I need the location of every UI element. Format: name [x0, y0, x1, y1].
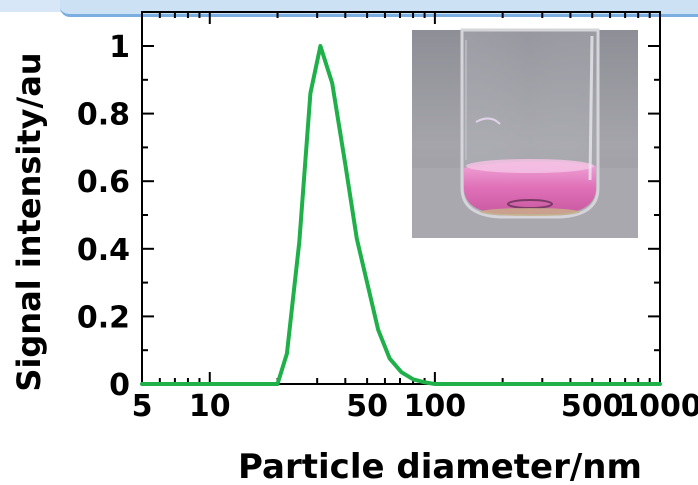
series-line — [140, 44, 662, 386]
vial-base-reflection — [480, 208, 580, 216]
x-tick-label: 100 — [404, 389, 467, 424]
x-axis-label: Particle diameter/nm — [238, 447, 642, 485]
x-tick-label: 1000 — [618, 389, 698, 424]
x-tick-label: 50 — [346, 389, 388, 424]
x-tick-label: 500 — [561, 389, 624, 424]
inset-photo — [412, 28, 638, 238]
vial-liquid — [464, 161, 596, 214]
y-axis-label: Signal intensity/au — [10, 52, 48, 391]
x-tick-label: 5 — [132, 389, 153, 424]
glass-highlight — [588, 35, 594, 181]
y-tick-label: 0 — [109, 368, 130, 403]
y-tick-label: 0.8 — [77, 98, 130, 133]
x-tick-label: 10 — [189, 389, 231, 424]
y-tick-label: 0.2 — [77, 300, 130, 335]
axis-ticks — [141, 12, 660, 385]
y-tick-label: 1 — [109, 30, 130, 65]
glass-reflection-streak — [475, 117, 501, 125]
liquid-surface — [466, 159, 594, 173]
y-tick-label: 0.6 — [77, 165, 130, 200]
y-tick-label: 0.4 — [77, 233, 130, 268]
